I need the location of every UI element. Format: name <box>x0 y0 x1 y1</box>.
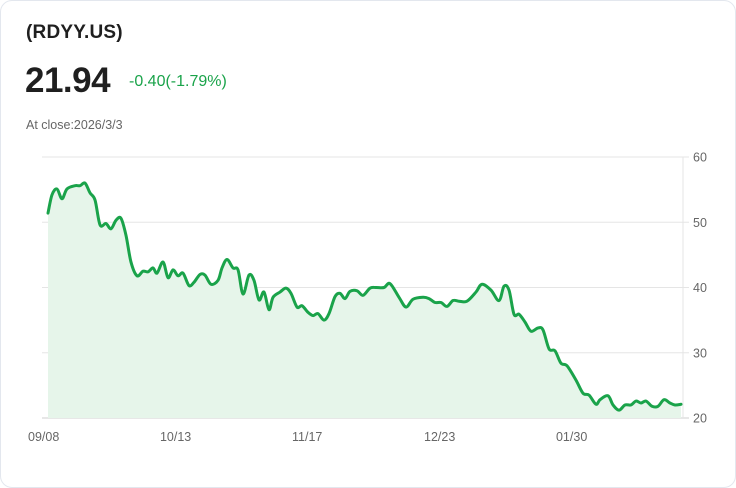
x-tick-label: 12/23 <box>424 430 455 444</box>
close-date: At close:2026/3/3 <box>26 118 123 132</box>
x-axis: 09/08 10/13 11/17 12/23 01/30 <box>28 430 587 444</box>
y-tick-label: 40 <box>693 281 707 295</box>
chart-area-fill <box>48 182 681 418</box>
x-tick-label: 09/08 <box>28 430 59 444</box>
x-tick-label: 11/17 <box>292 430 322 444</box>
ticker-symbol: (RDYY.US) <box>26 22 123 43</box>
price-change: -0.40(-1.79%) <box>129 73 227 90</box>
current-price: 21.94 <box>25 61 111 100</box>
y-tick-label: 60 <box>693 151 707 165</box>
y-axis: 60 50 40 30 20 <box>693 151 707 426</box>
y-tick-label: 20 <box>693 412 707 426</box>
y-tick-label: 30 <box>693 346 707 360</box>
y-tick-label: 50 <box>693 216 707 230</box>
chart-price-line <box>46 181 683 412</box>
x-tick-label: 10/13 <box>160 430 191 444</box>
x-tick-label: 01/30 <box>556 430 587 444</box>
